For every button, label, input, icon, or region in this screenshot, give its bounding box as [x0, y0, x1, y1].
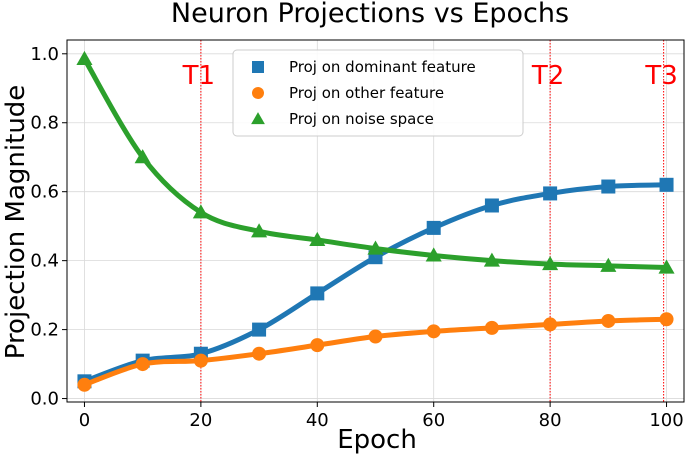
x-tick-label: 20: [189, 410, 212, 431]
series-2: [76, 50, 675, 274]
data-point-triangle: [425, 247, 442, 262]
data-point-triangle: [309, 231, 326, 246]
data-point-triangle: [600, 257, 617, 272]
data-point-triangle: [658, 259, 675, 274]
data-point-circle: [77, 377, 92, 392]
legend-marker-circle: [252, 87, 264, 99]
series-line: [81, 316, 670, 388]
series-0: [77, 177, 674, 389]
data-point-circle: [601, 313, 616, 328]
x-tick-label: 100: [649, 410, 683, 431]
series-layer: [76, 50, 675, 392]
chart-title: Neuron Projections vs Epochs: [171, 0, 569, 29]
x-axis-label: Epoch: [337, 425, 417, 455]
y-tick-label: 1.0: [30, 44, 59, 65]
x-tick-label: 60: [422, 410, 445, 431]
data-point-circle: [368, 329, 383, 344]
data-point-triangle: [483, 252, 500, 267]
data-point-circle: [484, 320, 499, 335]
series-line: [81, 182, 670, 384]
y-tick-label: 0.4: [30, 251, 59, 272]
x-tick-label: 40: [306, 410, 329, 431]
data-point-circle: [659, 312, 674, 327]
data-point-circle: [135, 357, 150, 372]
data-point-square: [426, 220, 441, 235]
data-point-square: [659, 177, 674, 192]
y-tick-label: 0.2: [30, 320, 59, 341]
y-tick-label: 0.8: [30, 113, 59, 134]
series-1: [77, 312, 674, 392]
threshold-label-t2: T2: [531, 61, 564, 91]
data-point-triangle: [192, 204, 209, 219]
data-point-triangle: [134, 149, 151, 164]
data-point-triangle: [76, 50, 93, 65]
legend-marker-triangle: [251, 112, 265, 125]
legend-label: Proj on dominant feature: [289, 58, 476, 76]
x-tick-label: 80: [539, 410, 562, 431]
data-point-triangle: [542, 256, 559, 271]
legend-box: [232, 49, 524, 137]
data-point-square: [543, 186, 558, 201]
data-point-circle: [310, 338, 325, 353]
y-axis-label: Projection Magnitude: [1, 85, 31, 360]
data-point-triangle: [367, 240, 384, 255]
data-point-square: [310, 286, 325, 301]
x-tick-label: 0: [79, 410, 90, 431]
legend-marker-square: [252, 61, 264, 73]
data-point-circle: [426, 324, 441, 339]
legend-label: Proj on noise space: [289, 110, 434, 128]
data-point-circle: [252, 346, 267, 361]
data-point-triangle: [251, 223, 268, 238]
data-point-square: [252, 322, 267, 337]
series-line: [81, 56, 670, 271]
data-point-square: [601, 179, 616, 194]
data-point-square: [484, 198, 499, 213]
threshold-label-t3: T3: [644, 61, 677, 91]
axis-ticks: 0 20 40 60 80 100 0.0 0.2 0.4 0.6 0.8 1.0: [30, 44, 683, 431]
y-tick-label: 0.0: [30, 389, 59, 410]
y-tick-label: 0.6: [30, 182, 59, 203]
threshold-lines: T1 T2 T3: [182, 40, 678, 402]
legend-label: Proj on other feature: [289, 84, 444, 102]
data-point-circle: [193, 353, 208, 368]
legend: Proj on dominant feature Proj on other fe…: [232, 49, 524, 137]
threshold-label-t1: T1: [182, 61, 215, 91]
plot-frame: [66, 39, 685, 403]
data-point-circle: [543, 317, 558, 332]
